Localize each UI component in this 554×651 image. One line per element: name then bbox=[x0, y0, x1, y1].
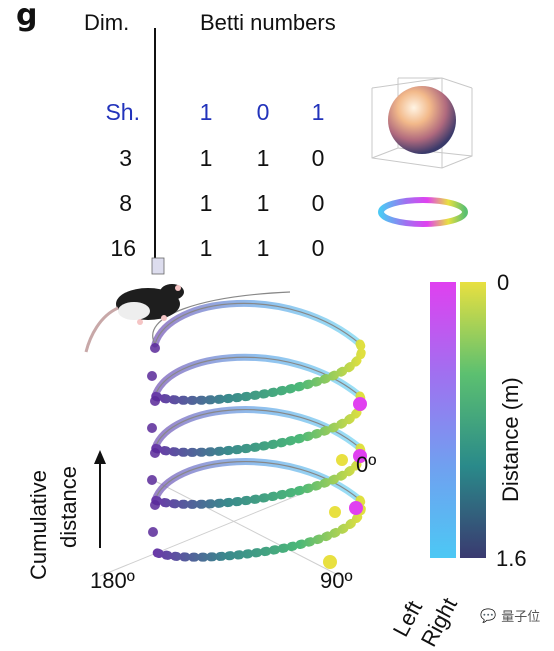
chat-bubble-icon: 💬 bbox=[480, 607, 497, 623]
colorbar-axis-label: Distance (m) bbox=[498, 377, 523, 502]
betti-cell: 0 bbox=[311, 235, 325, 261]
watermark-text: 量子位 bbox=[501, 609, 541, 624]
colorbar-left bbox=[430, 282, 456, 558]
betti-cell: 1 bbox=[256, 145, 270, 171]
angle-0-label: 0º bbox=[356, 452, 377, 477]
table-divider bbox=[154, 28, 156, 260]
helix-figure bbox=[84, 257, 367, 577]
sphere-illustration bbox=[371, 77, 473, 169]
panel-label: g bbox=[16, 0, 38, 33]
angle-180-label: 180º bbox=[90, 568, 135, 593]
betti-header: Betti numbers bbox=[200, 10, 336, 35]
sphere bbox=[388, 86, 456, 154]
row-dim-label: 3 bbox=[119, 145, 132, 171]
betti-cell: 1 bbox=[311, 99, 325, 125]
betti-cell: 1 bbox=[199, 190, 213, 216]
betti-cell: 1 bbox=[256, 235, 270, 261]
helix-left-points bbox=[147, 343, 160, 537]
angle-90-label: 90º bbox=[320, 568, 353, 593]
ring-illustration bbox=[378, 197, 468, 227]
row-dim-label: 16 bbox=[110, 235, 136, 261]
helix-front-points bbox=[150, 339, 366, 562]
betti-cell: 0 bbox=[256, 99, 270, 125]
distance-label: distance bbox=[56, 466, 81, 548]
cumulative-label: Cumulative bbox=[26, 469, 51, 580]
betti-cell: 1 bbox=[256, 190, 270, 216]
mouse-icon bbox=[84, 257, 184, 353]
helix-highlights bbox=[323, 397, 367, 569]
betti-cell: 0 bbox=[311, 145, 325, 171]
betti-cell: 1 bbox=[199, 99, 213, 125]
row-dim-label: 8 bbox=[119, 190, 132, 216]
colorbar-right bbox=[460, 282, 486, 558]
betti-cell: 1 bbox=[199, 235, 213, 261]
up-arrow-icon bbox=[94, 450, 106, 548]
colorbar-bottom-value: 1.6 bbox=[496, 546, 527, 571]
dim-header: Dim. bbox=[84, 10, 130, 35]
watermark: 💬 量子位 bbox=[480, 606, 540, 625]
betti-cell: 0 bbox=[311, 190, 325, 216]
colorbar-top-value: 0 bbox=[497, 270, 510, 295]
ring bbox=[378, 197, 468, 227]
betti-cell: 1 bbox=[199, 145, 213, 171]
row-dim-label: Sh. bbox=[105, 99, 140, 125]
